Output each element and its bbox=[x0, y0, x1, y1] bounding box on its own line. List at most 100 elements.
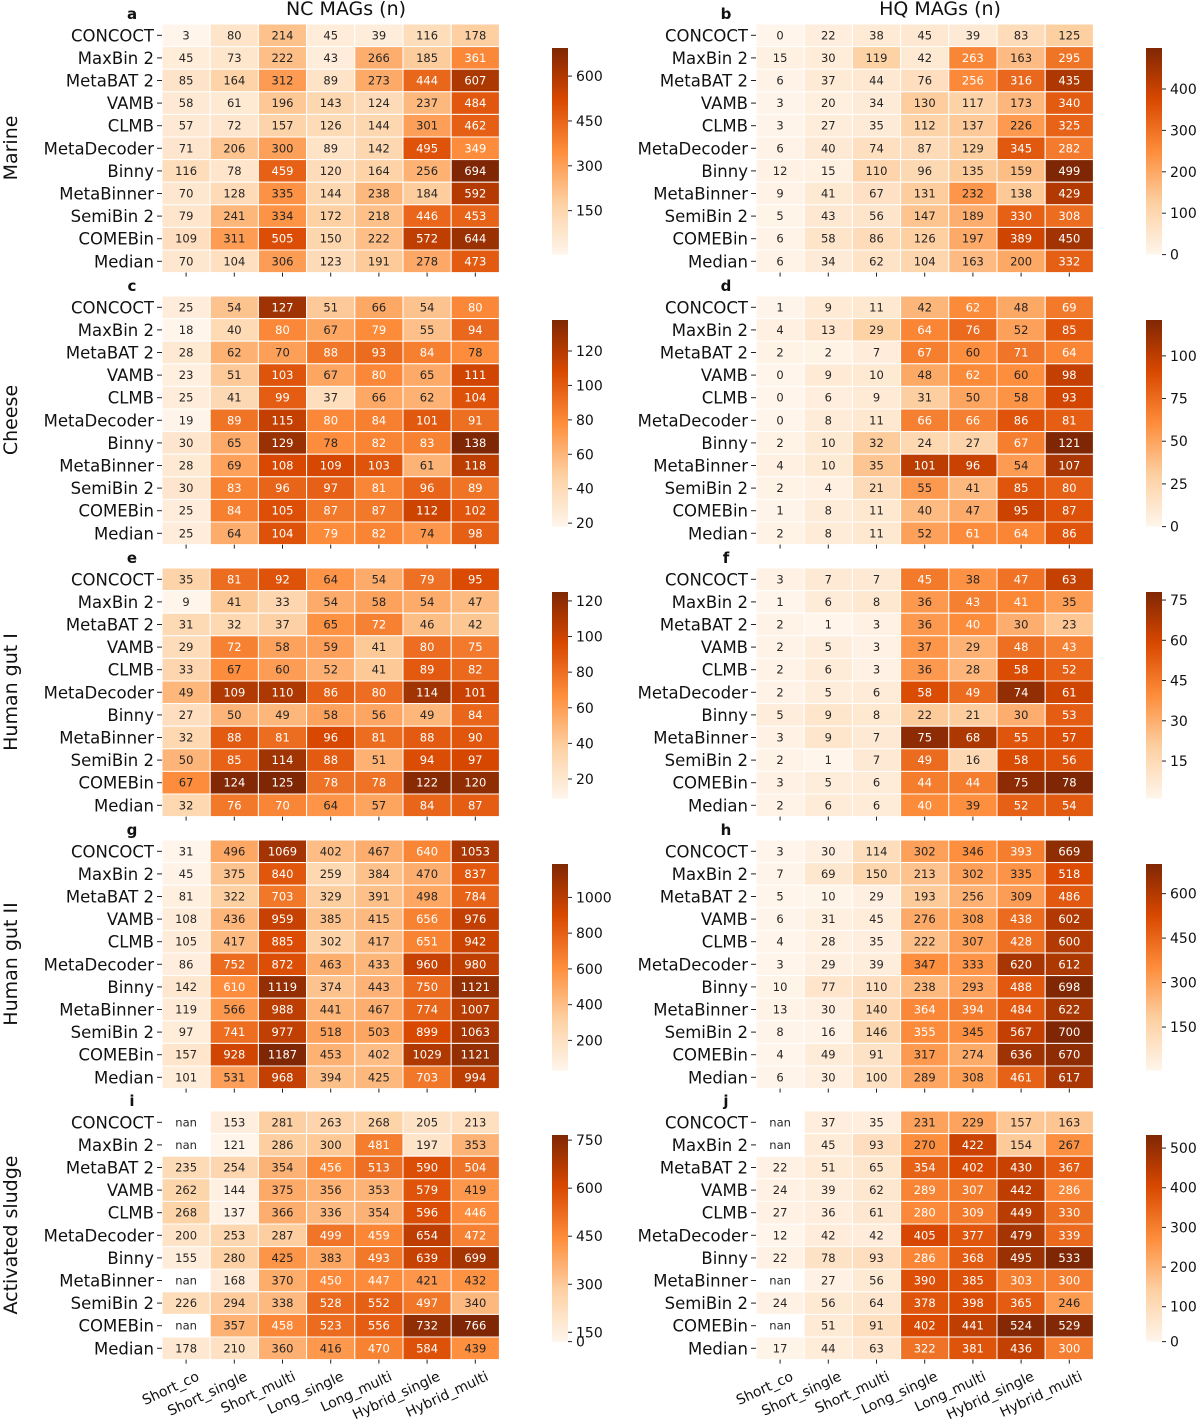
cell-value-label: 29 bbox=[869, 323, 884, 337]
cell-value-label: 0 bbox=[776, 28, 783, 42]
cell-value-label: 83 bbox=[1014, 28, 1029, 42]
cell-value-label: 45 bbox=[179, 51, 194, 65]
cell-value-label: 1 bbox=[776, 595, 783, 609]
cell-value-label: 36 bbox=[917, 663, 932, 677]
cell-value-label: 178 bbox=[464, 28, 486, 42]
cell-value-label: 49 bbox=[821, 1048, 836, 1062]
cell-value-label: 51 bbox=[821, 1319, 836, 1333]
cell-value-label: 378 bbox=[914, 1296, 936, 1310]
cell-value-label: 0 bbox=[776, 391, 783, 405]
cell-value-label: 703 bbox=[416, 1070, 438, 1084]
cell-value-label: 64 bbox=[323, 572, 338, 586]
cell-value-label: 206 bbox=[223, 141, 245, 155]
cell-value-label: 43 bbox=[966, 595, 981, 609]
cell-value-label: 43 bbox=[1062, 640, 1077, 654]
cell-value-label: 472 bbox=[464, 1228, 486, 1242]
cell-value-label: 30 bbox=[821, 1003, 836, 1017]
cell-value-label: 42 bbox=[468, 618, 483, 632]
cell-value-label: 121 bbox=[223, 1138, 245, 1152]
cell-value-label: 286 bbox=[272, 1138, 294, 1152]
cell-value-label: 237 bbox=[416, 96, 438, 110]
cell-value-label: 30 bbox=[1014, 708, 1029, 722]
cell-value-label: 308 bbox=[1058, 209, 1080, 223]
cell-value-label: 383 bbox=[320, 1251, 342, 1265]
cell-value-label: 58 bbox=[179, 96, 194, 110]
cell-value-label: 32 bbox=[179, 731, 194, 745]
cell-value-label: 62 bbox=[869, 254, 884, 268]
cell-value-label: 66 bbox=[966, 413, 981, 427]
row-label: Binny bbox=[701, 1249, 748, 1268]
cell-value-label: 54 bbox=[227, 300, 242, 314]
cell-value-label: 270 bbox=[914, 1138, 936, 1152]
row-label: MetaDecoder bbox=[638, 139, 749, 158]
cell-value-label: 752 bbox=[223, 957, 245, 971]
cell-value-label: 300 bbox=[320, 1138, 342, 1152]
cell-value-label: 30 bbox=[179, 481, 194, 495]
cell-value-label: 3 bbox=[776, 572, 783, 586]
cell-value-label: 9 bbox=[825, 708, 832, 722]
cell-value-label: 364 bbox=[914, 1003, 936, 1017]
cell-value-label: 6 bbox=[776, 74, 783, 88]
cell-value-label: 48 bbox=[1014, 300, 1029, 314]
row-label: Binny bbox=[107, 162, 154, 181]
cell-value-label: 75 bbox=[917, 731, 932, 745]
cell-value-label: 25 bbox=[179, 391, 194, 405]
panel-letter-g: g bbox=[127, 821, 138, 839]
cell-value-label: 402 bbox=[914, 1319, 936, 1333]
cell-value-label: 81 bbox=[275, 731, 290, 745]
row-label: MaxBin 2 bbox=[78, 321, 154, 340]
row-label: VAMB bbox=[107, 638, 154, 657]
cell-value-label: 308 bbox=[962, 912, 984, 926]
cell-value-label: 67 bbox=[179, 776, 194, 790]
cell-value-label: 499 bbox=[1058, 164, 1080, 178]
cell-value-label: 29 bbox=[179, 640, 194, 654]
cell-value-label: 54 bbox=[1062, 798, 1077, 812]
cell-value-label: 10 bbox=[821, 459, 836, 473]
cell-value-label: 458 bbox=[272, 1319, 294, 1333]
row-label: MetaDecoder bbox=[44, 411, 155, 430]
cell-value-label: 495 bbox=[1010, 1251, 1032, 1265]
cell-value-label: 67 bbox=[917, 346, 932, 360]
cell-value-label: 69 bbox=[1062, 300, 1077, 314]
cell-value-label: 144 bbox=[368, 119, 390, 133]
cell-value-label: 36 bbox=[821, 1206, 836, 1220]
cell-value-label: 25 bbox=[179, 504, 194, 518]
row-label: MetaBAT 2 bbox=[66, 1159, 154, 1178]
cell-value-label: 40 bbox=[227, 323, 242, 337]
cell-value-label: 55 bbox=[1014, 731, 1029, 745]
cell-value-label: 334 bbox=[272, 209, 294, 223]
row-label: Median bbox=[94, 1068, 154, 1087]
cell-value-label: 330 bbox=[1010, 209, 1032, 223]
row-label: COMEBin bbox=[78, 1317, 154, 1336]
heatmap-panel-d: d1 9 11 42 62 48 694 13 29 64 76 52 852 2 7 67 60 71 640 9 1… bbox=[638, 277, 1197, 549]
cell-value-label: 37 bbox=[821, 74, 836, 88]
cell-value-label: 6 bbox=[825, 663, 832, 677]
cell-value-label: 30 bbox=[179, 436, 194, 450]
cell-value-label: 656 bbox=[416, 912, 438, 926]
cell-value-label: 8 bbox=[873, 708, 880, 722]
cell-value-label: 5 bbox=[825, 640, 832, 654]
cell-value-label: 885 bbox=[272, 935, 294, 949]
colorbar-tick-label: 0 bbox=[1170, 248, 1179, 264]
cell-value-label: 308 bbox=[962, 1070, 984, 1084]
cell-value-label: 5 bbox=[776, 708, 783, 722]
row-label: MetaDecoder bbox=[44, 1226, 155, 1245]
cell-value-label: 488 bbox=[1010, 980, 1032, 994]
row-label: VAMB bbox=[107, 1181, 154, 1200]
cell-value-label: 484 bbox=[464, 96, 486, 110]
cell-value-label: 10 bbox=[821, 436, 836, 450]
cell-value-label: 325 bbox=[1058, 119, 1080, 133]
cell-value-label: 238 bbox=[368, 187, 390, 201]
cell-value-label: 6 bbox=[776, 912, 783, 926]
cell-value-label: 13 bbox=[773, 1003, 788, 1017]
cell-value-label: 24 bbox=[917, 436, 932, 450]
cell-value-label: 276 bbox=[914, 912, 936, 926]
row-label: MetaBinner bbox=[653, 185, 748, 204]
cell-value-label: 246 bbox=[1058, 1296, 1080, 1310]
cell-value-label: 51 bbox=[821, 1161, 836, 1175]
cell-value-label: 157 bbox=[175, 1048, 197, 1062]
cell-value-label: 80 bbox=[227, 28, 242, 42]
row-label: CONCOCT bbox=[665, 1113, 749, 1132]
panel-letter-d: d bbox=[721, 277, 732, 295]
cell-value-label: 436 bbox=[223, 912, 245, 926]
